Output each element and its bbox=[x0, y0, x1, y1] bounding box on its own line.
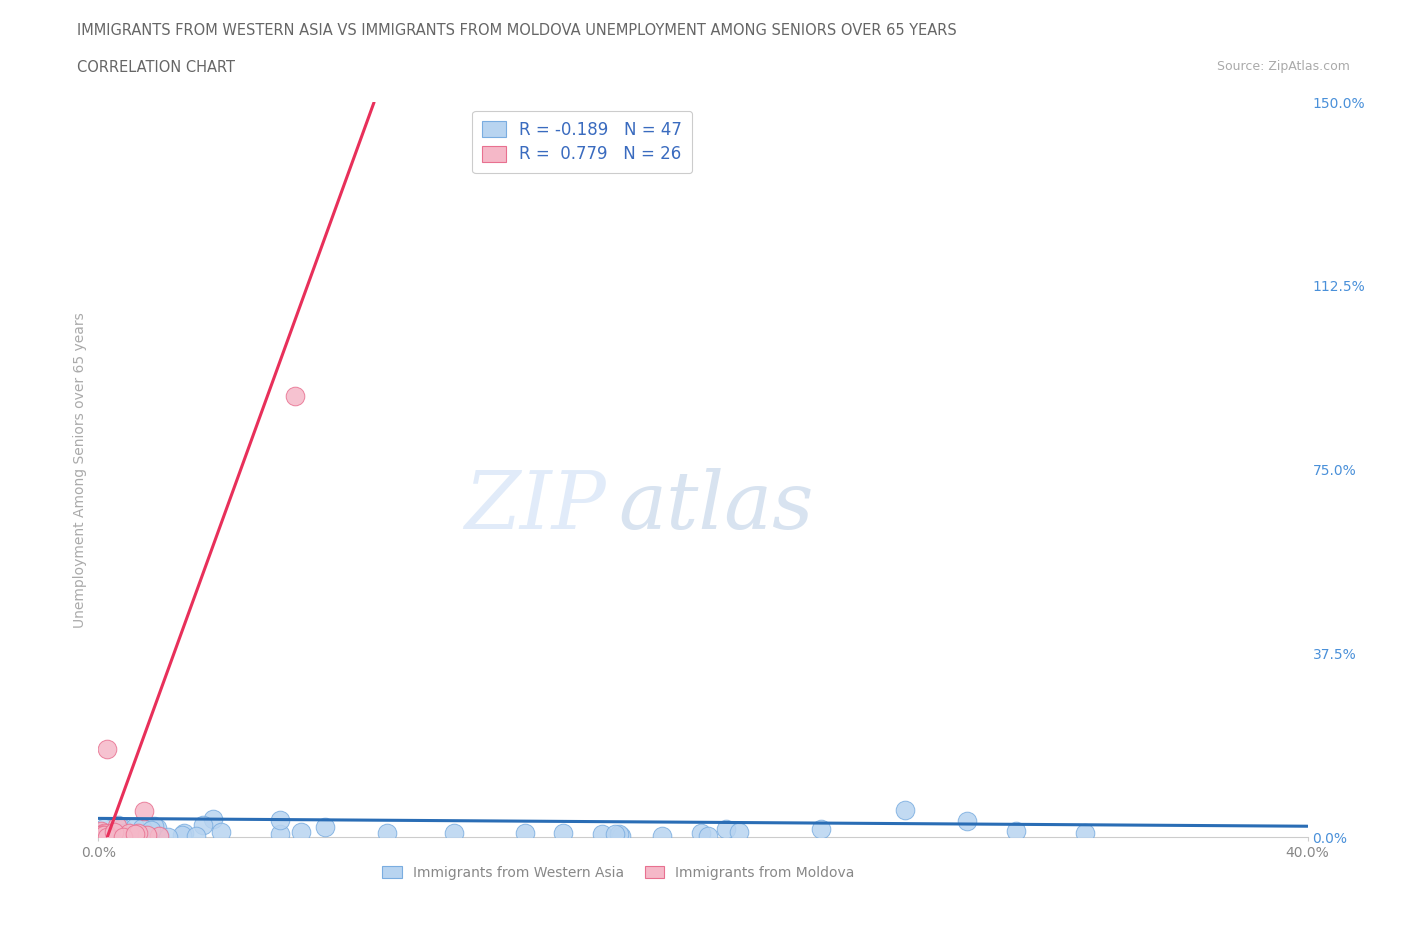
Point bbox=[93, 828, 115, 843]
Point bbox=[714, 821, 737, 836]
Text: atlas: atlas bbox=[619, 468, 814, 545]
Point bbox=[184, 829, 207, 844]
Point bbox=[131, 820, 153, 835]
Point bbox=[94, 827, 117, 842]
Point bbox=[93, 828, 115, 843]
Text: CORRELATION CHART: CORRELATION CHART bbox=[77, 60, 235, 75]
Y-axis label: Unemployment Among Seniors over 65 years: Unemployment Among Seniors over 65 years bbox=[73, 312, 87, 628]
Text: Source: ZipAtlas.com: Source: ZipAtlas.com bbox=[1216, 60, 1350, 73]
Point bbox=[96, 827, 118, 842]
Point bbox=[124, 827, 146, 842]
Point bbox=[127, 826, 149, 841]
Point bbox=[139, 829, 162, 844]
Point bbox=[603, 827, 626, 842]
Point bbox=[107, 817, 129, 832]
Point bbox=[211, 824, 233, 839]
Point bbox=[156, 829, 179, 844]
Point bbox=[170, 828, 193, 843]
Point bbox=[98, 827, 121, 842]
Point bbox=[93, 829, 115, 844]
Point bbox=[591, 827, 613, 842]
Point bbox=[728, 825, 751, 840]
Point bbox=[314, 819, 336, 834]
Point bbox=[148, 828, 170, 843]
Legend: Immigrants from Western Asia, Immigrants from Moldova: Immigrants from Western Asia, Immigrants… bbox=[377, 860, 860, 885]
Text: ZIP: ZIP bbox=[464, 468, 606, 545]
Point bbox=[105, 827, 128, 842]
Point bbox=[93, 826, 115, 841]
Point bbox=[610, 829, 633, 844]
Point bbox=[103, 825, 125, 840]
Point bbox=[118, 825, 141, 840]
Point bbox=[810, 822, 832, 837]
Point bbox=[111, 829, 134, 844]
Point bbox=[105, 818, 128, 833]
Point bbox=[651, 829, 673, 844]
Point bbox=[91, 828, 114, 843]
Point bbox=[201, 812, 224, 827]
Point bbox=[607, 827, 630, 842]
Text: IMMIGRANTS FROM WESTERN ASIA VS IMMIGRANTS FROM MOLDOVA UNEMPLOYMENT AMONG SENIO: IMMIGRANTS FROM WESTERN ASIA VS IMMIGRAN… bbox=[77, 23, 957, 38]
Point bbox=[124, 819, 146, 834]
Point bbox=[139, 823, 162, 838]
Point bbox=[94, 827, 117, 842]
Point bbox=[93, 820, 115, 835]
Point bbox=[91, 828, 114, 843]
Point bbox=[96, 829, 118, 844]
Point bbox=[173, 826, 195, 841]
Point bbox=[894, 803, 917, 817]
Point bbox=[90, 828, 112, 843]
Point bbox=[90, 828, 112, 843]
Point bbox=[269, 813, 291, 828]
Point bbox=[146, 820, 169, 835]
Point bbox=[136, 828, 159, 843]
Point bbox=[132, 827, 155, 842]
Point bbox=[135, 829, 157, 844]
Point bbox=[143, 818, 166, 833]
Point bbox=[443, 826, 465, 841]
Point bbox=[111, 820, 134, 835]
Point bbox=[290, 825, 312, 840]
Point bbox=[375, 826, 398, 841]
Point bbox=[112, 825, 135, 840]
Point bbox=[696, 828, 718, 843]
Point bbox=[96, 829, 118, 844]
Point bbox=[513, 825, 536, 840]
Point bbox=[284, 389, 307, 404]
Point bbox=[148, 829, 170, 844]
Point bbox=[96, 827, 118, 842]
Point bbox=[90, 829, 112, 844]
Point bbox=[956, 813, 979, 828]
Point bbox=[1005, 824, 1028, 839]
Point bbox=[1074, 826, 1097, 841]
Point bbox=[90, 826, 112, 841]
Point bbox=[98, 827, 121, 842]
Point bbox=[96, 741, 118, 756]
Point bbox=[269, 827, 291, 842]
Point bbox=[690, 826, 713, 841]
Point bbox=[193, 817, 215, 832]
Point bbox=[90, 824, 112, 839]
Point bbox=[551, 826, 574, 841]
Point bbox=[132, 804, 155, 818]
